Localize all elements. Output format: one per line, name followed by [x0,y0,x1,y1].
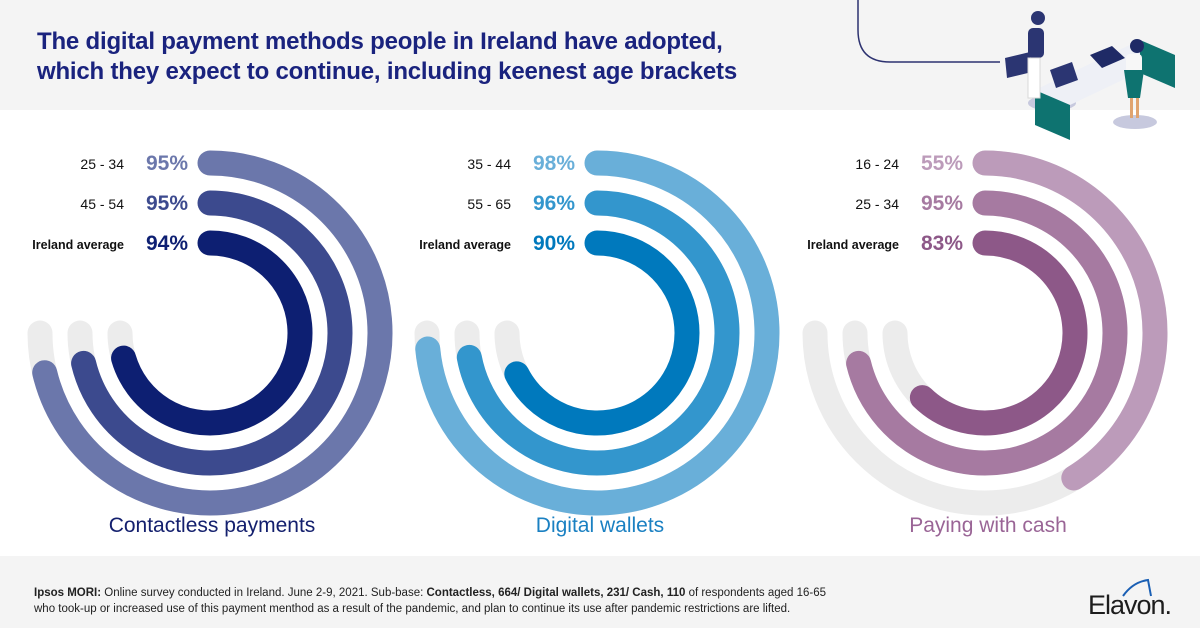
chart-group-digital-wallets: 98% 35 - 44 96% 55 - 65 90% Ireland average Di… [414,150,780,537]
arc-bar [415,150,780,516]
value-label: 95% [146,152,188,175]
category-label: Digital wallets [536,514,664,537]
elavon-logo: Elavon. [1088,578,1188,620]
arc-bar [909,230,1088,436]
value-label: 95% [921,192,963,215]
arc-bar [846,190,1128,476]
footnote: Ipsos MORI: Online survey conducted in I… [34,585,826,617]
value-label: 95% [146,192,188,215]
footnote-bases: Contactless, 664/ Digital wallets, 231/ … [426,587,686,599]
footnote-text-1: Online survey conducted in Ireland. June… [101,587,427,599]
value-label: 98% [533,152,575,175]
chart-group-paying-with-cash: 55% 16 - 24 95% 25 - 34 83% Ireland average Pa… [802,150,1168,537]
value-label: 90% [533,232,575,255]
chart-group-contactless-payments: 95% 25 - 34 95% 45 - 54 94% Ireland average Co… [27,150,393,537]
title-line-1: The digital payment methods people in Ir… [37,28,723,55]
page-title: The digital payment methods people in Ir… [37,27,737,87]
row-label: Ireland average [32,238,124,252]
logo-swoosh-icon [1122,578,1152,597]
logo-text: Elavon. [1088,590,1172,620]
row-label: 25 - 34 [855,196,899,212]
arc-bar [32,150,393,516]
row-label: Ireland average [419,238,511,252]
row-label: 45 - 54 [80,196,124,212]
row-label: 16 - 24 [855,156,899,172]
header-band [0,0,1200,110]
footnote-text-2: of respondents aged 16-65 [685,587,827,599]
row-label: 25 - 34 [80,156,124,172]
radial-charts: 95% 25 - 34 95% 45 - 54 94% Ireland average Co… [27,150,1168,537]
arc-bar [504,230,700,436]
title-line-2: which they expect to continue, including… [37,58,737,85]
footnote-source: Ipsos MORI: [34,587,102,599]
value-label: 94% [146,232,188,255]
value-label: 83% [921,232,963,255]
value-label: 96% [533,192,575,215]
shop-counter-illustration [857,0,1175,140]
arc-bar [456,190,740,476]
arc-bar [111,230,313,436]
arc-bar [972,150,1168,491]
footer-band [0,556,1200,628]
row-label: Ireland average [807,238,899,252]
row-label: 55 - 65 [467,196,511,212]
footnote-line-2: who took-up or increased use of this pay… [34,603,791,615]
arc-bar [71,190,353,476]
value-label: 55% [921,152,963,175]
category-label: Contactless payments [109,514,316,537]
category-label: Paying with cash [909,514,1067,537]
row-label: 35 - 44 [467,156,511,172]
